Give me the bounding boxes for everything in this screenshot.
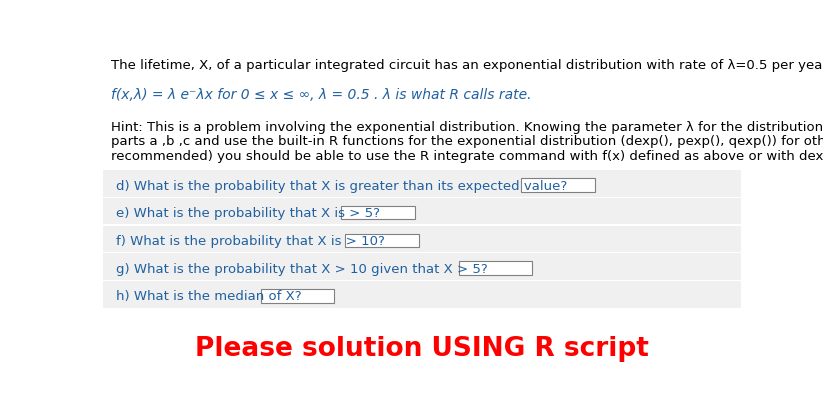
Text: f(x,λ) = λ e⁻λx for 0 ≤ x ≤ ∞, λ = 0.5 . λ is what R calls rate.: f(x,λ) = λ e⁻λx for 0 ≤ x ≤ ∞, λ = 0.5 .… (110, 88, 531, 102)
FancyBboxPatch shape (103, 226, 741, 252)
FancyBboxPatch shape (103, 198, 741, 225)
Text: Hint: This is a problem involving the exponential distribution. Knowing the para: Hint: This is a problem involving the ex… (110, 120, 823, 133)
Text: recommended) you should be able to use the R integrate command with f(x) defined: recommended) you should be able to use t… (110, 150, 823, 162)
Text: d) What is the probability that X is greater than its expected value?: d) What is the probability that X is gre… (115, 179, 567, 192)
Text: h) What is the median of X?: h) What is the median of X? (115, 290, 301, 303)
FancyBboxPatch shape (103, 254, 741, 280)
FancyBboxPatch shape (261, 290, 334, 303)
FancyBboxPatch shape (521, 179, 595, 192)
FancyBboxPatch shape (342, 206, 415, 220)
FancyBboxPatch shape (103, 171, 741, 197)
Text: Please solution USING R script: Please solution USING R script (195, 335, 649, 361)
Text: g) What is the probability that X > 10 given that X > 5?: g) What is the probability that X > 10 g… (115, 262, 487, 275)
FancyBboxPatch shape (458, 262, 532, 275)
FancyBboxPatch shape (346, 234, 419, 247)
Text: f) What is the probability that X is > 10?: f) What is the probability that X is > 1… (115, 235, 384, 247)
FancyBboxPatch shape (103, 281, 741, 308)
Text: The lifetime, X, of a particular integrated circuit has an exponential distribut: The lifetime, X, of a particular integra… (110, 59, 823, 72)
Text: parts a ,b ,c and use the built-in R functions for the exponential distribution : parts a ,b ,c and use the built-in R fun… (110, 135, 823, 148)
Text: e) What is the probability that X is > 5?: e) What is the probability that X is > 5… (115, 207, 379, 220)
